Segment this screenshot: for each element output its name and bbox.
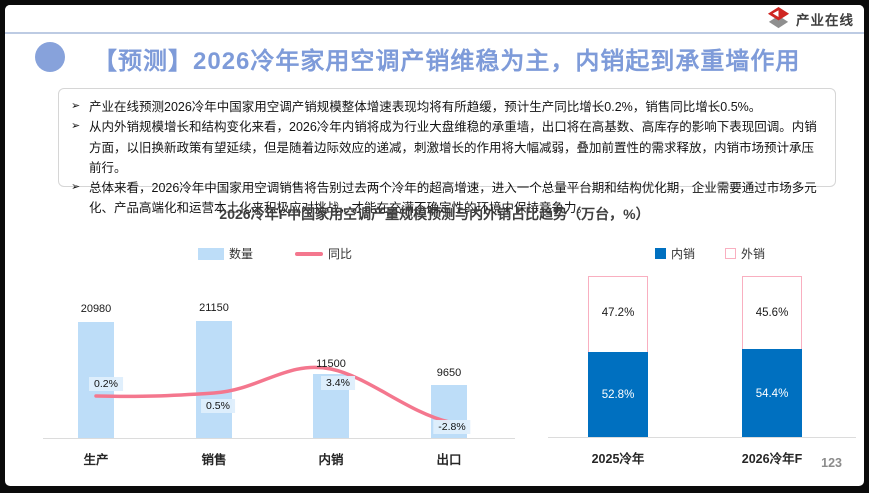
brand-logo-icon: [767, 6, 790, 29]
value-label: 11500: [316, 358, 346, 370]
value-label: 21150: [199, 302, 229, 314]
header-band: 产业在线: [5, 5, 864, 34]
bar-sales: [196, 321, 232, 438]
x-tick-label: 生产: [83, 453, 109, 467]
legend-label: 内销: [671, 247, 696, 261]
page-title: 【预测】2026冷年家用空调产销维稳为主，内销起到承重墙作用: [93, 48, 801, 75]
legend-label: 数量: [229, 247, 254, 261]
segment-label: 47.2%: [601, 307, 635, 319]
bullet-text: 产业在线预测2026冷年中国家用空调产销规模整体增速表现均将有所趋缓，预计生产同…: [89, 100, 762, 114]
stack-domestic-2025: [588, 352, 648, 437]
yoy-line-swatch-icon: [295, 251, 324, 256]
legend-label: 同比: [328, 247, 353, 261]
segment-label: 45.6%: [755, 307, 789, 319]
legend-item-domestic: 内销: [655, 245, 695, 262]
x-tick-label: 2025冷年: [591, 452, 645, 466]
yoy-label: -2.8%: [433, 420, 471, 434]
brand-logo: 产业在线: [766, 6, 854, 31]
left-x-axis: [43, 438, 515, 439]
segment-label: 54.4%: [755, 388, 789, 400]
right-chart-legend: 内销 外销: [655, 245, 765, 262]
legend-item-export: 外销: [725, 245, 765, 262]
value-label: 20980: [80, 303, 112, 315]
summary-box: ➢ 产业在线预测2026冷年中国家用空调产销规模整体增速表现均将有所趋缓，预计生…: [58, 88, 836, 215]
x-tick-label: 2026冷年F: [741, 452, 803, 466]
yoy-trend-line: [94, 365, 451, 424]
x-tick-label: 出口: [436, 453, 462, 467]
chart-title: 2026冷年F中国家用空调产量规模预测与内外销占比趋势（万台，%）: [219, 206, 650, 222]
stack-export-2025: [588, 276, 648, 353]
legend-item-quantity: 数量: [198, 245, 253, 262]
x-tick-label: 销售: [201, 453, 227, 467]
bullet-arrow-icon: ➢: [71, 100, 81, 112]
brand-logo-text: 产业在线: [796, 12, 854, 28]
page-number: 123: [821, 456, 842, 470]
export-swatch-icon: [725, 248, 737, 259]
yoy-label: 0.2%: [89, 377, 123, 391]
bullet-arrow-icon: ➢: [71, 181, 81, 193]
yoy-label: 0.5%: [201, 399, 235, 413]
left-chart-legend: 数量 同比: [198, 245, 352, 262]
right-x-axis: [548, 437, 856, 438]
list-item: ➢ 总体来看，2026冷年中国家用空调销售将告别过去两个冷年的超高增速，进入一个…: [71, 178, 821, 219]
title-bullet-circle: [35, 42, 65, 72]
domestic-swatch-icon: [655, 248, 666, 259]
bullet-arrow-icon: ➢: [71, 120, 81, 133]
list-item: ➢ 从内外销规模增长和结构变化来看，2026冷年内销将成为行业大盘维稳的承重墙，…: [71, 117, 821, 178]
bullet-text: 从内外销规模增长和结构变化来看，2026冷年内销将成为行业大盘维稳的承重墙，出口…: [89, 120, 817, 175]
quantity-swatch-icon: [198, 247, 224, 260]
yoy-label: 3.4%: [321, 376, 355, 390]
x-tick-label: 内销: [318, 453, 344, 467]
presentation-slide: 产业在线 【预测】2026冷年家用空调产销维稳为主，内销起到承重墙作用 ➢ 产业…: [5, 5, 864, 486]
legend-label: 外销: [741, 247, 766, 261]
list-item: ➢ 产业在线预测2026冷年中国家用空调产销规模整体增速表现均将有所趋缓，预计生…: [71, 97, 821, 117]
bullet-text: 总体来看，2026冷年中国家用空调销售将告别过去两个冷年的超高增速，进入一个总量…: [89, 181, 817, 216]
value-label: 9650: [436, 367, 462, 379]
stack-domestic-2026: [742, 349, 802, 437]
legend-item-yoy: 同比: [295, 245, 352, 262]
segment-label: 52.8%: [601, 389, 635, 401]
stack-export-2026: [742, 276, 802, 350]
